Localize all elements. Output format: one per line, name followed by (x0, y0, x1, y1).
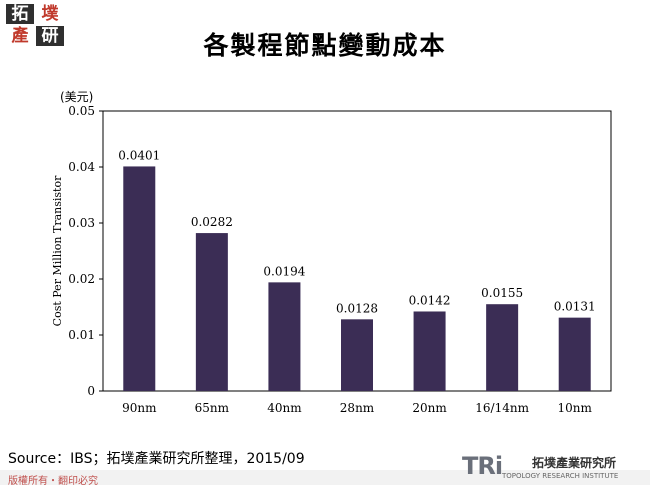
brand-mark: TRi (462, 452, 503, 480)
logo-char: 墣 (41, 4, 59, 24)
footer-bar (0, 470, 650, 485)
data-label: 0.0142 (409, 293, 451, 307)
y-tick-label: 0.05 (68, 104, 95, 118)
source-note: Source：IBS；拓墣產業研究所整理，2015/09 (8, 451, 305, 467)
data-label: 0.0401 (118, 148, 160, 162)
x-tick-label: 65nm (195, 401, 230, 415)
footer-brand-logo: TRi 拓墣產業研究所 TOPOLOGY RESEARCH INSTITUTE (462, 452, 642, 482)
copyright-text: 版權所有・翻印必究 (8, 476, 98, 487)
logo-char: 產 (11, 26, 29, 46)
logo-char: 拓 (6, 4, 34, 24)
x-tick-label: 10nm (558, 401, 593, 415)
y-tick-label: 0.02 (68, 272, 95, 286)
bar (486, 304, 519, 391)
data-label: 0.0155 (481, 286, 523, 300)
y-unit-label: (美元) (60, 90, 93, 104)
bar (341, 319, 373, 391)
brand-name-en: TOPOLOGY RESEARCH INSTITUTE (502, 472, 619, 480)
page-title: 各製程節點變動成本 (203, 31, 447, 60)
y-tick-label: 0.04 (68, 160, 95, 174)
x-tick-label: 20nm (412, 401, 447, 415)
x-tick-label: 16/14nm (475, 401, 529, 415)
logo-char: 研 (36, 26, 64, 46)
bar (558, 317, 591, 391)
x-tick-label: 28nm (340, 401, 375, 415)
bar (413, 311, 446, 391)
y-tick-label: 0.01 (68, 328, 95, 342)
x-tick-label: 90nm (122, 401, 157, 415)
y-axis-title: Cost Per Million Transistor (51, 175, 64, 326)
data-label: 0.0131 (554, 300, 596, 314)
data-label: 0.0128 (336, 301, 378, 315)
data-label: 0.0282 (191, 215, 233, 229)
y-tick-label: 0 (87, 384, 95, 398)
brand-name-cn: 拓墣產業研究所 (532, 456, 617, 470)
bar (123, 166, 156, 391)
y-tick-label: 0.03 (68, 216, 95, 230)
x-tick-label: 40nm (267, 401, 302, 415)
data-label: 0.0194 (263, 264, 305, 278)
bar (268, 282, 301, 391)
bar (195, 233, 228, 391)
logo: 拓 墣 產 研 (6, 4, 68, 48)
